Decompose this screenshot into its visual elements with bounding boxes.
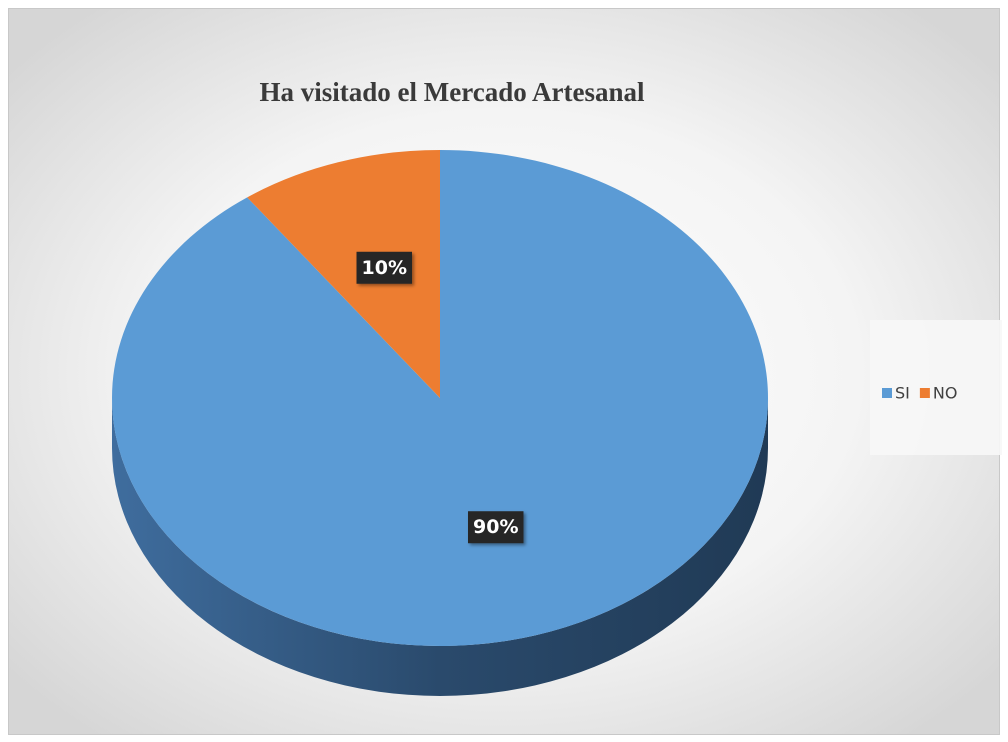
legend-swatch bbox=[919, 388, 930, 398]
legend-label: SI bbox=[895, 384, 910, 403]
data-label-box bbox=[468, 511, 524, 544]
pie-slice bbox=[247, 150, 440, 398]
legend-label: NO bbox=[933, 384, 958, 403]
chart-title: Ha visitado el Mercado Artesanal bbox=[260, 77, 645, 107]
legend-swatch bbox=[882, 388, 892, 398]
data-label: 90% bbox=[473, 516, 518, 538]
pie-slice bbox=[111, 150, 768, 646]
data-label: 10% bbox=[362, 257, 407, 279]
pie-side bbox=[112, 398, 768, 696]
legend-box bbox=[870, 320, 1002, 455]
data-label-box bbox=[356, 251, 412, 284]
